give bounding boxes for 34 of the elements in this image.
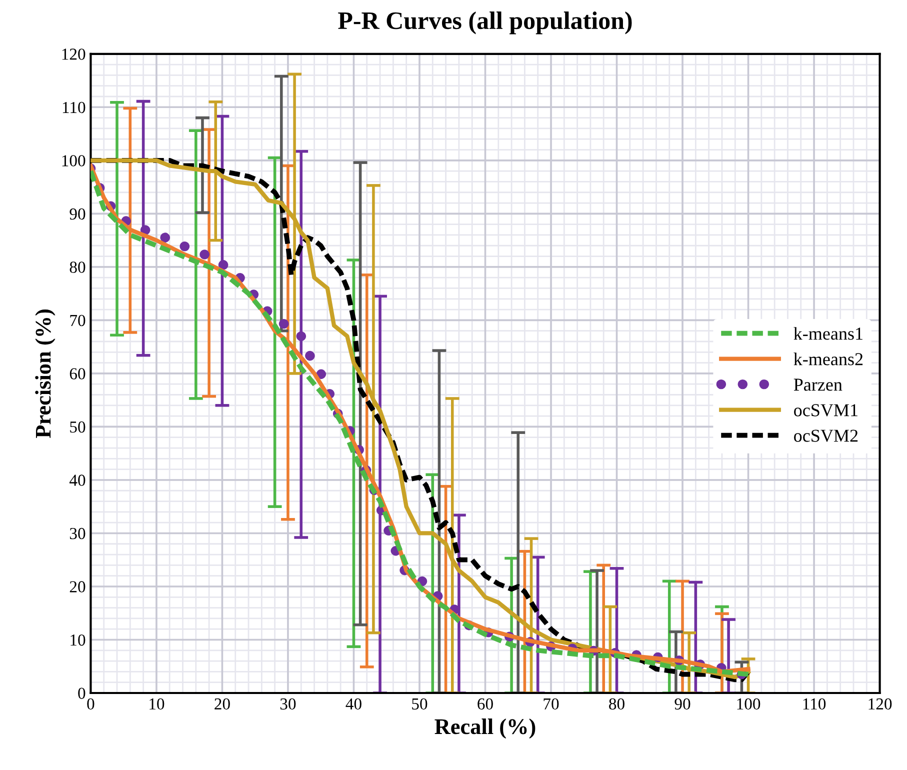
y-tick-label: 40 <box>70 474 86 486</box>
y-tick-label: 0 <box>78 688 86 699</box>
x-tick-label: 70 <box>544 698 559 710</box>
x-tick-label: 40 <box>346 698 362 710</box>
x-tick-label: 90 <box>674 698 690 710</box>
x-tick-label: 80 <box>609 698 624 710</box>
legend-label: ocSVM1 <box>794 404 858 416</box>
legend-label: Parzen <box>794 378 842 391</box>
y-tick-label: 100 <box>62 155 86 166</box>
x-tick-label: 120 <box>868 698 892 710</box>
y-tick-label: 50 <box>70 421 86 433</box>
x-tick-label: 10 <box>150 698 164 710</box>
y-tick-label: 90 <box>70 208 86 220</box>
x-tick-label: 0 <box>87 698 94 710</box>
x-tick-label: 50 <box>412 698 428 710</box>
y-tick-label: 70 <box>70 314 86 326</box>
x-tick-label: 110 <box>803 698 826 710</box>
legend-label: k-means2 <box>794 352 863 366</box>
y-tick-label: 120 <box>62 48 86 60</box>
y-tick-label: 80 <box>70 262 86 273</box>
y-axis-title: Precision (%) <box>35 310 56 438</box>
legend-label: ocSVM2 <box>794 430 858 442</box>
y-tick-label: 110 <box>62 102 86 114</box>
x-tick-label: 30 <box>280 698 296 710</box>
legend-label: k-means1 <box>794 327 862 340</box>
chart-title: P-R Curves (all population) <box>338 12 632 34</box>
x-tick-label: 20 <box>214 698 230 710</box>
x-axis-title: Recall (%) <box>434 718 536 739</box>
x-tick-label: 60 <box>478 698 493 710</box>
y-tick-label: 60 <box>70 368 86 380</box>
x-tick-label: 100 <box>737 698 760 710</box>
y-tick-label: 10 <box>70 634 86 646</box>
y-tick-label: 20 <box>70 581 86 592</box>
y-tick-label: 30 <box>70 528 86 540</box>
